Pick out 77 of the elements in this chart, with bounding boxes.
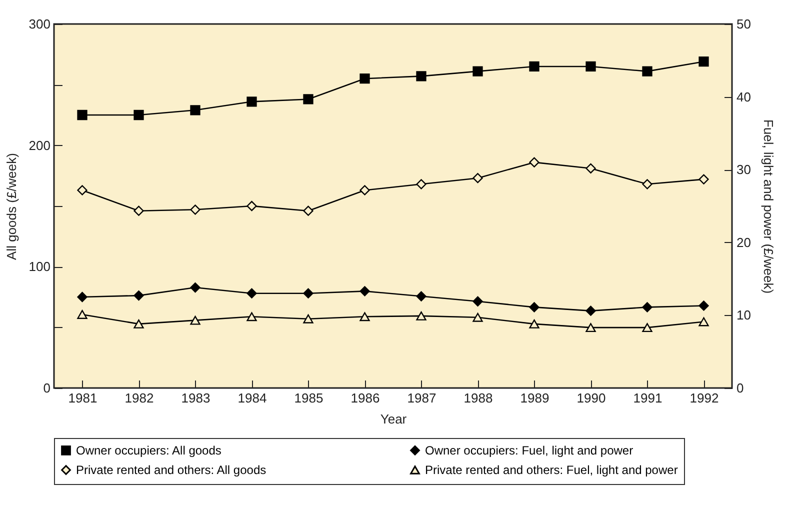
point [416, 179, 426, 190]
point [529, 61, 540, 72]
x-tick-label: 1989 [520, 390, 550, 406]
point [134, 319, 144, 328]
x-tick-label: 1982 [124, 390, 154, 406]
x-tick-label: 1981 [68, 390, 98, 406]
y-axis-title: All goods (£/week) [4, 153, 19, 260]
point [586, 61, 596, 72]
point [190, 105, 200, 116]
point [77, 292, 88, 302]
point [529, 319, 540, 328]
legend-label: Owner occupiers: Fuel, light and power [425, 443, 634, 458]
legend-label: Owner occupiers: All goods [76, 443, 222, 458]
legend-label: Private rented and others: Fuel, light and power [425, 463, 678, 477]
point [134, 110, 144, 120]
legend-label: Private rented and others: All goods [76, 463, 266, 477]
y-tick-label: 100 [28, 259, 50, 274]
point [529, 302, 540, 312]
x-tick-label: 1985 [294, 390, 324, 406]
y2-tick-label: 10 [736, 308, 751, 323]
point [246, 288, 257, 298]
y-tick-label: 0 [43, 380, 50, 396]
point [586, 323, 596, 332]
x-tick-label: 1991 [633, 390, 662, 406]
point [416, 291, 426, 302]
point [360, 312, 370, 322]
point [698, 56, 709, 67]
point [134, 206, 144, 216]
point [472, 66, 483, 76]
y2-axis-title: Fuel, light and power (£/week) [760, 119, 776, 294]
point [529, 157, 540, 168]
y2-tick-label: 20 [736, 234, 751, 250]
point [77, 310, 88, 319]
point [472, 173, 483, 184]
point [586, 306, 596, 316]
x-axis-title: Year [380, 412, 408, 426]
point [698, 317, 709, 326]
point [642, 302, 652, 312]
point [360, 185, 370, 196]
point [416, 311, 426, 320]
point [303, 288, 314, 298]
point [190, 282, 200, 293]
point [416, 71, 426, 82]
point [472, 296, 483, 306]
point [190, 316, 200, 325]
point [303, 314, 314, 324]
point [77, 185, 88, 196]
x-tick-label: 1988 [464, 390, 493, 406]
x-tick-label: 1992 [690, 390, 719, 406]
point [360, 286, 370, 296]
point [246, 96, 257, 107]
y2-tick-label: 0 [736, 380, 744, 396]
y2-tick-label: 30 [736, 162, 751, 178]
y-tick-label: 200 [28, 138, 50, 153]
x-tick-label: 1987 [407, 390, 436, 406]
x-tick-label: 1986 [350, 390, 380, 406]
point [360, 74, 370, 84]
point [472, 312, 483, 322]
point [303, 206, 314, 216]
point [77, 110, 88, 120]
point [190, 204, 200, 215]
point [246, 200, 257, 212]
y2-tick-label: 50 [736, 16, 751, 32]
point [246, 312, 257, 322]
point [303, 94, 314, 104]
point [642, 66, 652, 76]
y-tick-label: 300 [28, 16, 50, 32]
point [698, 174, 709, 184]
y2-tick-label: 40 [736, 89, 751, 104]
point [642, 179, 652, 190]
x-tick-label: 1983 [181, 390, 210, 406]
point [698, 300, 709, 311]
point [134, 290, 144, 301]
x-tick-label: 1984 [238, 390, 267, 406]
point [642, 323, 652, 332]
point [586, 163, 596, 174]
x-tick-label: 1990 [576, 390, 606, 406]
